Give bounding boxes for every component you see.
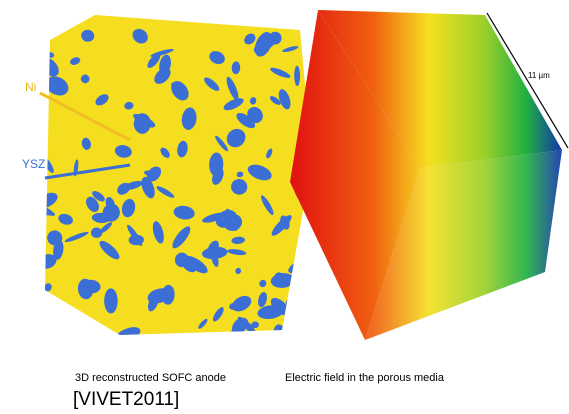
left-caption: 3D reconstructed SOFC anode (75, 372, 226, 384)
ni-label: Ni (25, 80, 36, 94)
ysz-blob (301, 321, 310, 330)
ysz-label: YSZ (22, 157, 45, 171)
ysz-blob (168, 332, 180, 344)
ysz-blob (104, 288, 118, 313)
reference: [VIVET2011] (73, 389, 179, 410)
ysz-blob (293, 5, 303, 15)
ysz-blob (33, 208, 48, 220)
ysz-blob (299, 262, 319, 286)
figure: Ni YSZ 11 µm 3D reconstructed SOFC anode… (0, 0, 569, 414)
right-caption: Electric field in the porous media (285, 372, 445, 384)
ysz-blob (34, 5, 49, 19)
ysz-blob (293, 270, 304, 283)
ysz-blob (33, 307, 46, 321)
ysz-blob (117, 334, 125, 343)
ysz-blob (290, 286, 317, 308)
ysz-blob (36, 331, 51, 344)
ysz-blob (41, 1, 67, 20)
scale-label: 11 µm (528, 71, 550, 80)
ysz-blob (283, 314, 300, 331)
field-cube (290, 10, 562, 340)
